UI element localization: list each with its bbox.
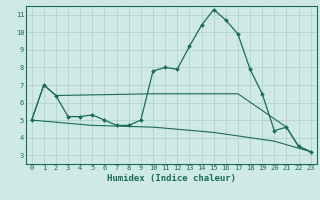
X-axis label: Humidex (Indice chaleur): Humidex (Indice chaleur)	[107, 174, 236, 183]
